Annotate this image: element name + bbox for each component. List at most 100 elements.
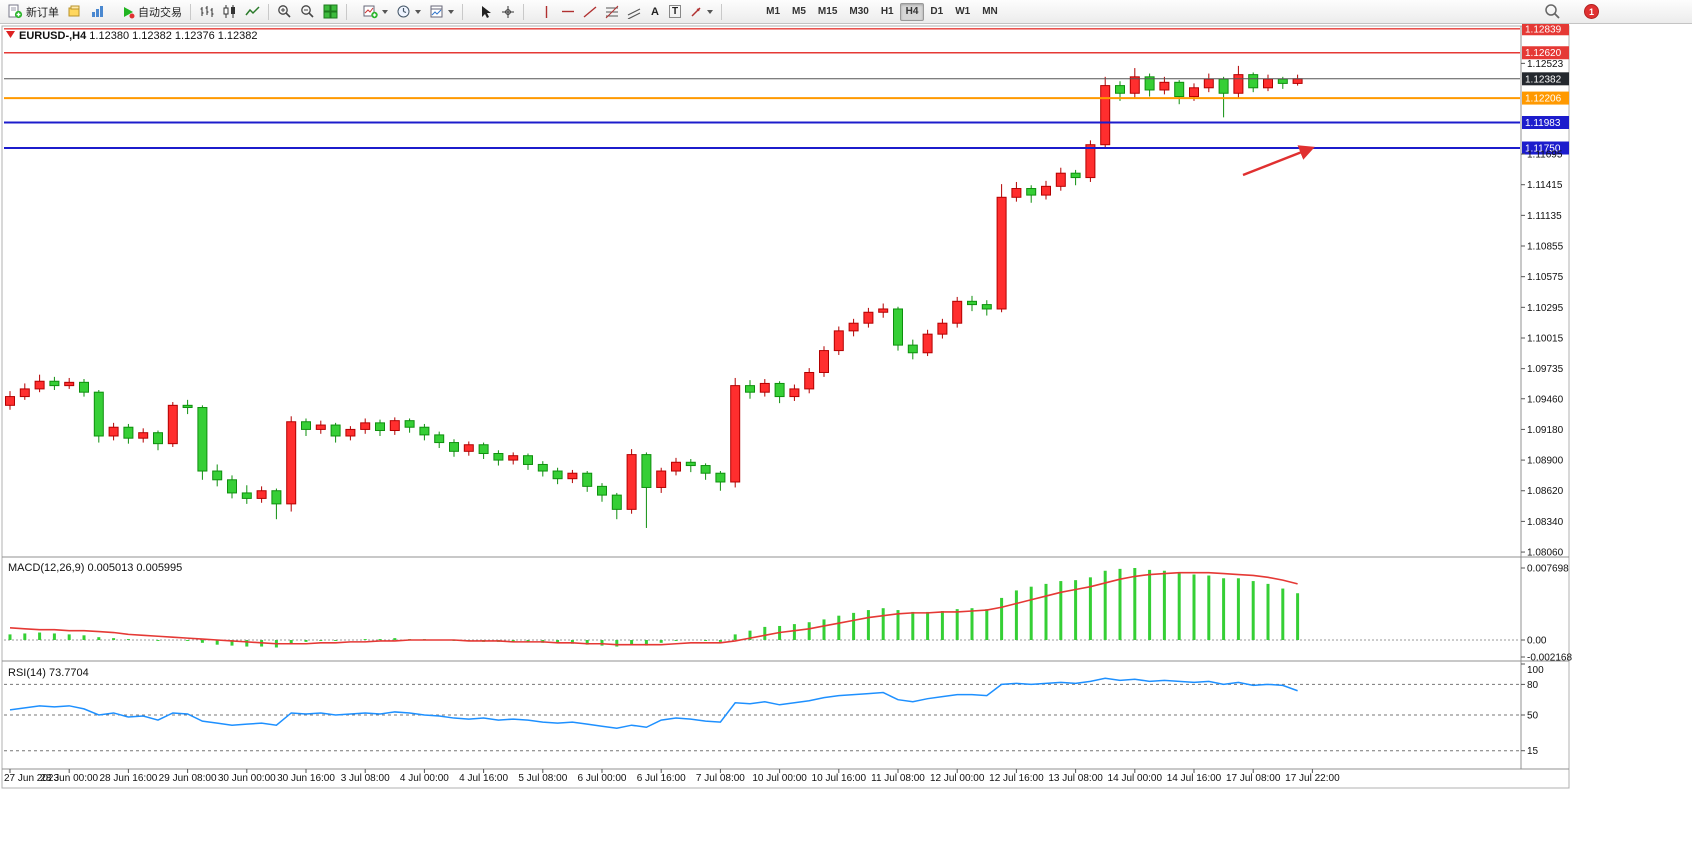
tf-d1[interactable]: D1 — [930, 6, 944, 17]
text-label-button[interactable]: T — [665, 2, 685, 22]
crosshair-button[interactable] — [497, 2, 519, 22]
text-tool-glyph: A — [651, 5, 659, 18]
profiles-icon — [68, 5, 80, 17]
tf-mn[interactable]: MN — [982, 6, 998, 17]
vertical-line-icon — [545, 5, 548, 18]
tf-m15[interactable]: M15 — [817, 6, 838, 17]
caret-down-icon — [707, 9, 714, 14]
candle — [1100, 85, 1111, 146]
svg-text:11 Jul 08:00: 11 Jul 08:00 — [871, 773, 925, 784]
svg-text:1.11695: 1.11695 — [1527, 150, 1563, 161]
candlestick-chart-button[interactable] — [218, 2, 241, 22]
candle — [552, 470, 563, 480]
arrow-tool-icon — [691, 6, 701, 17]
svg-text:10 Jul 16:00: 10 Jul 16:00 — [812, 773, 867, 784]
candle — [19, 388, 30, 398]
candle — [1129, 76, 1140, 94]
svg-text:28 Jun 16:00: 28 Jun 16:00 — [99, 773, 157, 784]
trend-arrow-annotation[interactable] — [1242, 145, 1315, 177]
candle — [1174, 81, 1185, 98]
text-button[interactable]: A — [645, 2, 665, 22]
candle — [212, 470, 223, 481]
svg-text:1.08620: 1.08620 — [1527, 486, 1564, 497]
svg-text:14 Jul 00:00: 14 Jul 00:00 — [1108, 773, 1163, 784]
candle — [922, 333, 933, 354]
chart-header: EURUSD-,H4 1.12380 1.12382 1.12376 1.123… — [6, 30, 258, 42]
search-button[interactable] — [1544, 3, 1561, 25]
candle — [981, 304, 992, 310]
tile-windows-button[interactable] — [319, 2, 342, 22]
line-chart-button[interactable] — [241, 2, 264, 22]
horizontal-line-button[interactable] — [557, 2, 579, 22]
rsi-label: RSI(14) 73.7704 — [8, 667, 89, 679]
vertical-line-button[interactable] — [536, 2, 557, 22]
caret-down-icon — [382, 9, 388, 14]
candle — [153, 432, 163, 445]
tf-h4[interactable]: H4 — [899, 2, 925, 21]
svg-text:1.12382: 1.12382 — [1525, 74, 1562, 85]
chart-plus-icon — [363, 5, 378, 19]
svg-text:1.11983: 1.11983 — [1525, 118, 1561, 129]
candle — [1115, 85, 1125, 94]
level-price-box — [1522, 115, 1569, 129]
svg-text:1.09180: 1.09180 — [1527, 425, 1564, 436]
tf-m5[interactable]: M5 — [792, 6, 806, 17]
toolbar-separator — [190, 3, 191, 20]
tf-m30[interactable]: M30 — [849, 6, 869, 17]
candle — [389, 420, 400, 432]
tf-h1[interactable]: H1 — [880, 6, 894, 17]
cursor-button[interactable] — [475, 2, 497, 22]
macd-label: MACD(12,26,9) 0.005013 0.005995 — [8, 562, 182, 574]
new-chart-button[interactable] — [359, 2, 392, 22]
svg-text:0.007698: 0.007698 — [1527, 564, 1569, 575]
candle — [271, 490, 282, 505]
templates-button[interactable] — [425, 2, 458, 22]
trendline-icon — [583, 5, 597, 18]
arrows-tool-button[interactable] — [685, 2, 717, 22]
clock-icon — [397, 5, 410, 18]
trendline-button[interactable] — [579, 2, 601, 22]
candle — [715, 472, 726, 483]
level-price-box — [1522, 91, 1569, 105]
candle — [5, 396, 15, 406]
auto-trading-icon — [124, 6, 135, 18]
candlestick-chart-icon — [223, 5, 235, 18]
level-price-box — [1522, 22, 1569, 36]
timeframe-group: M1 M5 M15 M30 H1 H4 D1 W1 MN — [760, 2, 1004, 21]
tf-m1[interactable]: M1 — [766, 6, 781, 17]
candle — [671, 461, 681, 472]
new-order-icon — [8, 4, 23, 19]
candle — [93, 391, 104, 437]
candle — [1041, 185, 1051, 196]
candle — [182, 404, 193, 409]
candle — [537, 463, 548, 472]
fibonacci-button[interactable] — [601, 2, 623, 22]
tf-w1[interactable]: W1 — [955, 6, 971, 17]
zoom-in-button[interactable] — [273, 2, 296, 22]
market-watch-button[interactable] — [86, 2, 109, 22]
candle — [804, 371, 815, 390]
auto-trading-button[interactable]: 自动交易 — [117, 2, 186, 22]
caret-down-icon — [415, 9, 421, 14]
market-watch-icon — [92, 6, 103, 17]
notification-badge[interactable]: 1 — [1584, 4, 1599, 19]
new-order-button[interactable]: 新订单 — [4, 2, 63, 22]
cursor-icon — [482, 5, 491, 18]
profiles-button[interactable] — [63, 2, 86, 22]
svg-text:1.10295: 1.10295 — [1527, 303, 1564, 314]
channel-button[interactable] — [623, 2, 645, 22]
svg-text:6 Jul 00:00: 6 Jul 00:00 — [578, 773, 627, 784]
zoom-out-button[interactable] — [296, 2, 319, 22]
candle — [774, 382, 785, 398]
svg-text:4 Jul 00:00: 4 Jul 00:00 — [400, 773, 449, 784]
svg-text:28 Jun 00:00: 28 Jun 00:00 — [40, 773, 98, 784]
svg-text:1.12839: 1.12839 — [1525, 24, 1562, 35]
price-scale[interactable]: 1.12523 1.11695 1.11415 1.11135 1.10855 1.105… — [1521, 59, 1564, 559]
search-icon — [1545, 4, 1560, 19]
periods-button[interactable] — [392, 2, 425, 22]
bar-chart-button[interactable] — [195, 2, 218, 22]
candle — [863, 311, 874, 324]
svg-text:17 Jul 22:00: 17 Jul 22:00 — [1285, 773, 1340, 784]
